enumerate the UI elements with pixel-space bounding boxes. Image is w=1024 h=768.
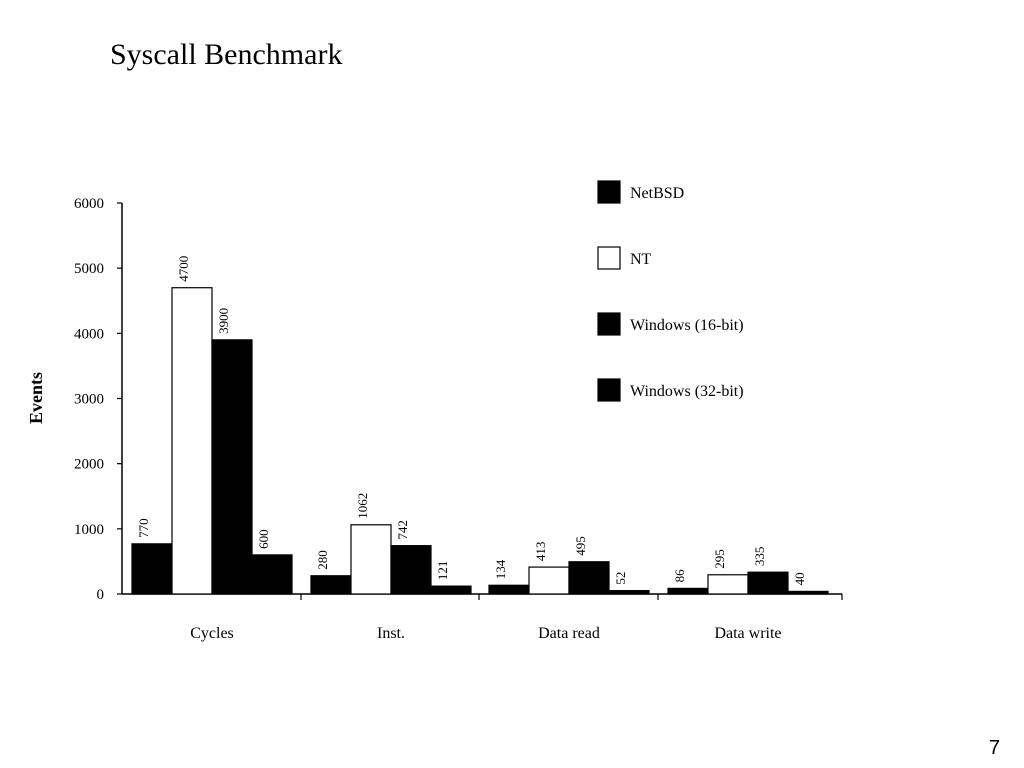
data-label: 495 <box>573 536 588 556</box>
x-category-label: Data write <box>714 625 781 642</box>
y-tick-label: 6000 <box>74 196 104 212</box>
data-label: 3900 <box>216 308 231 334</box>
bar <box>667 587 709 595</box>
bar <box>488 584 530 595</box>
data-label: 134 <box>493 559 508 579</box>
x-category-label: Inst. <box>377 625 405 642</box>
bar <box>310 575 352 595</box>
bar <box>787 590 829 595</box>
data-label: 770 <box>136 518 151 538</box>
slide-title: Syscall Benchmark <box>110 38 343 71</box>
bar <box>390 545 432 595</box>
data-label: 52 <box>613 572 628 585</box>
legend-label: NetBSD <box>630 185 684 202</box>
data-label: 86 <box>672 569 687 583</box>
y-tick-label: 2000 <box>74 457 104 473</box>
bar <box>568 561 610 595</box>
data-label: 1062 <box>355 493 370 519</box>
bar <box>707 574 749 595</box>
bar <box>350 524 392 595</box>
data-label: 40 <box>792 572 807 585</box>
bar <box>251 554 293 595</box>
page-number: 7 <box>988 737 1000 759</box>
y-tick-label: 0 <box>97 587 105 603</box>
bar <box>211 339 253 595</box>
data-label: 742 <box>395 520 410 540</box>
data-label: 121 <box>435 561 450 581</box>
x-category-label: Cycles <box>190 625 234 642</box>
legend-swatch <box>597 378 621 402</box>
bar <box>528 566 570 595</box>
data-label: 4700 <box>176 256 191 282</box>
data-label: 295 <box>712 549 727 569</box>
bar <box>608 590 650 595</box>
legend-label: NT <box>630 251 652 268</box>
x-category-label: Data read <box>538 625 600 642</box>
legend-label: Windows (32-bit) <box>630 383 744 400</box>
legend-label: Windows (16-bit) <box>630 317 744 334</box>
bar <box>131 543 173 595</box>
legend-swatch <box>597 246 621 270</box>
legend-swatch <box>597 180 621 204</box>
y-tick-label: 3000 <box>74 392 104 408</box>
legend-swatch <box>597 312 621 336</box>
bar <box>171 287 213 595</box>
bar <box>747 571 789 595</box>
data-label: 280 <box>315 550 330 570</box>
y-axis-label: Events <box>26 372 46 424</box>
bar <box>430 585 472 595</box>
data-label: 335 <box>752 547 767 567</box>
data-label: 600 <box>256 529 271 549</box>
y-tick-label: 5000 <box>74 261 104 277</box>
data-label: 413 <box>533 542 548 562</box>
y-tick-label: 1000 <box>74 522 104 538</box>
y-tick-label: 4000 <box>74 326 104 342</box>
